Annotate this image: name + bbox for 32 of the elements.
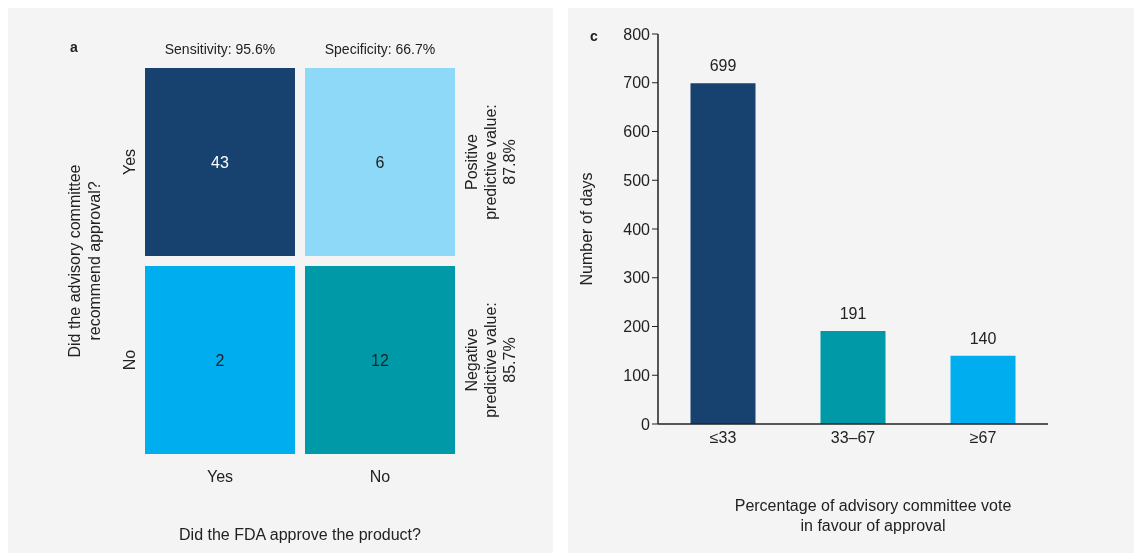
data-label: 191 [839,304,867,322]
y2-tick-label: Positive predictive value: 87.8% [463,104,518,220]
bar [820,330,886,424]
data-label: 699 [709,57,737,75]
bar [690,83,756,424]
y-axis-title: Number of days [577,172,595,286]
x-tick-label: ≥67 [969,429,997,447]
text: Specificity: 66.7% [324,41,436,57]
y-tick-label: 700 [623,74,651,92]
bar [950,355,1016,424]
y-tick-label: 200 [623,318,651,336]
x-axis-title: Did the FDA approve the product? [179,526,422,543]
y2-tick-label: Negative predictive value: 85.7% [463,302,518,418]
x-tick-label: 33–67 [830,429,876,447]
y-tick-label: 500 [623,171,651,189]
y-tick-label: 800 [623,25,651,43]
chart-title: c [590,28,598,44]
data-label: 2 [215,352,225,369]
x-axis-title: Percentage of advisory committee vote in favour of approval [733,496,1013,536]
text: Sensitivity: 95.6% [164,41,276,57]
y-axis-title: Did the advisory committee recommend approval? [66,164,103,358]
y-tick-label: 600 [623,123,651,141]
y-tick-label: 100 [623,366,651,384]
data-label: 12 [371,352,389,369]
data-label: 43 [211,154,229,171]
chart-title: a [70,39,78,55]
y-tick-label: 0 [641,415,651,433]
x-tick-label: ≤33 [709,429,737,447]
data-label: 6 [375,154,385,171]
y-tick-label: 300 [623,269,651,287]
y-tick-label: 400 [623,220,651,238]
data-label: 140 [969,329,997,347]
